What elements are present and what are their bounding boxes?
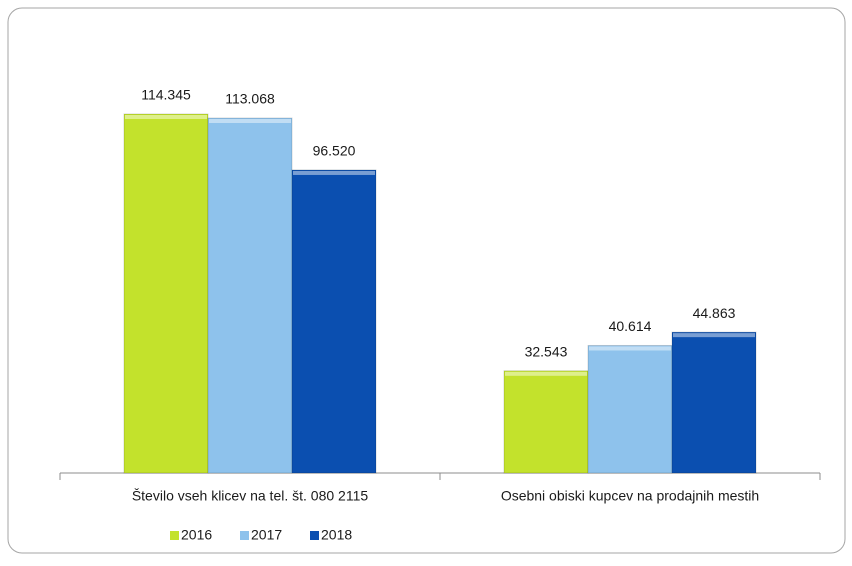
bar-highlight: [505, 371, 587, 376]
legend-label: 2017: [251, 527, 282, 543]
value-label: 44.863: [693, 305, 736, 321]
legend-swatch: [240, 531, 249, 540]
bar: [587, 344, 673, 474]
bar-highlight: [589, 346, 671, 351]
value-label: 96.520: [313, 143, 356, 159]
value-label: 114.345: [141, 87, 191, 103]
bar: [123, 113, 209, 474]
bar-highlight: [673, 333, 755, 338]
bar: [291, 169, 377, 474]
legend-swatch: [310, 531, 319, 540]
legend-swatch: [170, 531, 179, 540]
bar-highlight: [125, 115, 207, 119]
bar: [503, 370, 589, 474]
x-tick-label: Osebni obiski kupcev na prodajnih mestih: [501, 488, 759, 504]
x-tick-label: Število vseh klicev na tel. št. 080 2115: [132, 488, 369, 504]
legend-label: 2016: [181, 527, 212, 543]
bar-highlight: [209, 119, 291, 124]
bar-highlight: [293, 170, 375, 175]
legend-label: 2018: [321, 527, 352, 543]
value-label: 32.543: [525, 344, 568, 360]
value-label: 113.068: [225, 91, 275, 107]
bar: [207, 117, 293, 474]
value-label: 40.614: [609, 318, 652, 334]
bar: [671, 331, 757, 474]
